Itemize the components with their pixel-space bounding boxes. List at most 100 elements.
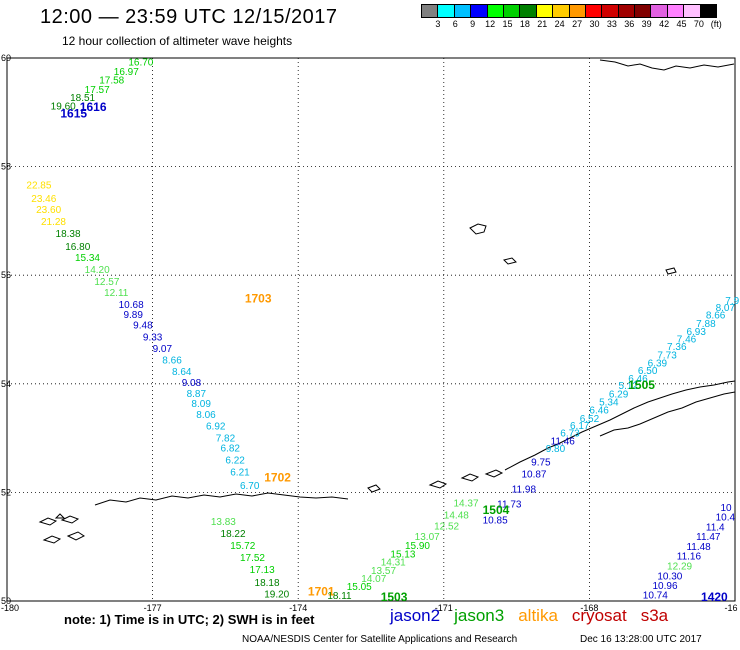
wave-height-label: 8.06 xyxy=(196,410,216,421)
wave-height-label: 21.28 xyxy=(41,217,66,228)
wave-height-label: 15.72 xyxy=(230,541,255,552)
wave-height-label: 10.30 xyxy=(657,571,682,582)
wave-height-label: 6.21 xyxy=(230,468,250,479)
pass-time-label: 1701 xyxy=(308,585,335,599)
lat-tick-label: 56 xyxy=(1,270,11,280)
wave-height-label: 7.9 xyxy=(725,296,739,307)
wave-height-label: 6.29 xyxy=(609,389,629,400)
lon-tick-label: -168 xyxy=(580,603,598,613)
wave-height-label: 11.4 xyxy=(706,522,725,533)
wave-height-label: 7.82 xyxy=(216,433,236,444)
lat-tick-label: 50 xyxy=(1,596,11,606)
pass-time-label: 1702 xyxy=(264,471,291,485)
legend-tick: 30 xyxy=(589,19,600,29)
wave-height-label: 15.13 xyxy=(390,550,415,561)
legend-tick: 3 xyxy=(435,19,441,29)
lon-tick-label: -180 xyxy=(1,603,19,613)
wave-height-label: 6.22 xyxy=(225,456,245,467)
legend-tick: 70 xyxy=(693,19,704,29)
legend-swatch xyxy=(552,4,570,18)
island-st-matthew xyxy=(469,223,487,235)
wave-height-label: 18.38 xyxy=(56,229,81,240)
legend-tick: 42 xyxy=(659,19,670,29)
legend-tick: 39 xyxy=(641,19,652,29)
wave-height-label: 18.51 xyxy=(70,93,95,104)
wave-height-label: 14.31 xyxy=(381,558,406,569)
lon-tick-label: -16 xyxy=(724,603,737,613)
map-frame xyxy=(6,57,736,602)
alaska-coast xyxy=(599,59,735,71)
wave-height-label: 5.12 xyxy=(619,381,639,392)
legend-tick: 15 xyxy=(502,19,513,29)
wave-height-label: 10.85 xyxy=(483,515,508,526)
legend-swatch xyxy=(437,4,455,18)
lat-tick-label: 60 xyxy=(1,53,11,63)
map-title: 12:00 — 23:59 UTC 12/15/2017 xyxy=(40,6,338,28)
alaska-peninsula xyxy=(599,391,736,437)
wave-height-label: 12.52 xyxy=(434,521,459,532)
wave-height-label: 16.70 xyxy=(128,58,153,69)
legend-tick: 18 xyxy=(519,19,530,29)
legend-tick: 21 xyxy=(537,19,548,29)
coastline xyxy=(38,59,736,544)
wave-height-label: 8.66 xyxy=(706,311,726,322)
pass-time-label: 1505 xyxy=(628,378,655,392)
legend-tick: 12 xyxy=(485,19,496,29)
aleutians-mid xyxy=(367,469,504,493)
wave-height-label: 8.87 xyxy=(187,389,207,400)
wave-height-label: 18.18 xyxy=(255,578,280,589)
wave-height-label: 12.29 xyxy=(667,562,692,573)
wave-height-label: 7.36 xyxy=(667,342,687,353)
wave-height-label: 11.46 xyxy=(551,437,576,448)
wave-height-label: 6.73 xyxy=(560,428,580,439)
wave-height-label: 23.46 xyxy=(31,194,56,205)
lat-tick-label: 58 xyxy=(1,162,11,172)
legend-swatch xyxy=(470,4,488,18)
legend-tick: (ft) xyxy=(710,19,722,29)
wave-height-label: 17.57 xyxy=(85,85,110,96)
legend-tick-labels: 3 6 9 12 15 18 21 24 27 30 33 36 39 42 45 70 (ft) xyxy=(421,19,721,33)
wave-height-label: 14.07 xyxy=(361,574,386,585)
wave-height-label: 8.64 xyxy=(172,367,192,378)
legend-swatch xyxy=(453,4,472,18)
wave-height-label: 13.83 xyxy=(211,517,236,528)
wave-height-label: 18.11 xyxy=(327,591,352,602)
wave-height-label: 9.33 xyxy=(143,332,163,343)
pass-time-label: 1503 xyxy=(381,590,408,604)
wave-height-label: 8.09 xyxy=(191,399,211,410)
legend-swatch xyxy=(519,4,537,18)
island-pribilof xyxy=(665,267,677,275)
legend-tick: 27 xyxy=(572,19,583,29)
wave-height-label: 16.97 xyxy=(114,67,139,78)
legend-swatch xyxy=(683,4,701,18)
wave-height-label: 15.05 xyxy=(347,582,372,593)
aleutians-west xyxy=(94,492,349,506)
footnote: note: 1) Time is in UTC; 2) SWH is in fe… xyxy=(64,612,315,627)
wave-height-label: 17.58 xyxy=(99,76,124,87)
near-islands xyxy=(38,513,85,544)
wave-height-label: 15.34 xyxy=(75,253,100,264)
lat-tick-label: 52 xyxy=(1,487,11,497)
wave-height-label: 13.57 xyxy=(371,566,396,577)
island-small xyxy=(503,257,517,265)
legend-tick: 45 xyxy=(676,19,687,29)
color-legend: 3 6 9 12 15 18 21 24 27 30 33 36 39 42 45 70 (ft) xyxy=(421,4,722,33)
wave-height-label: 19.20 xyxy=(264,590,289,601)
wave-height-label: 8.07 xyxy=(716,303,736,314)
mission-label: cryosat xyxy=(571,606,627,625)
legend-tick: 9 xyxy=(470,19,476,29)
wave-height-label: 6.70 xyxy=(240,481,260,492)
wave-height-label: 9.48 xyxy=(133,320,153,331)
wave-height-label: 6.82 xyxy=(221,444,241,455)
wave-height-label: 6.46 xyxy=(589,406,609,417)
wave-height-label: 18.22 xyxy=(221,529,246,540)
legend-tick: 24 xyxy=(554,19,565,29)
credit-line: NOAA/NESDIS Center for Satellite Applica… xyxy=(242,634,518,645)
wave-height-label: 8.66 xyxy=(162,356,182,367)
pass-time-label: 1420 xyxy=(701,590,728,604)
wave-height-label: 9.75 xyxy=(531,457,551,468)
legend-swatch xyxy=(568,4,586,18)
mission-label: jason2 xyxy=(390,606,441,625)
